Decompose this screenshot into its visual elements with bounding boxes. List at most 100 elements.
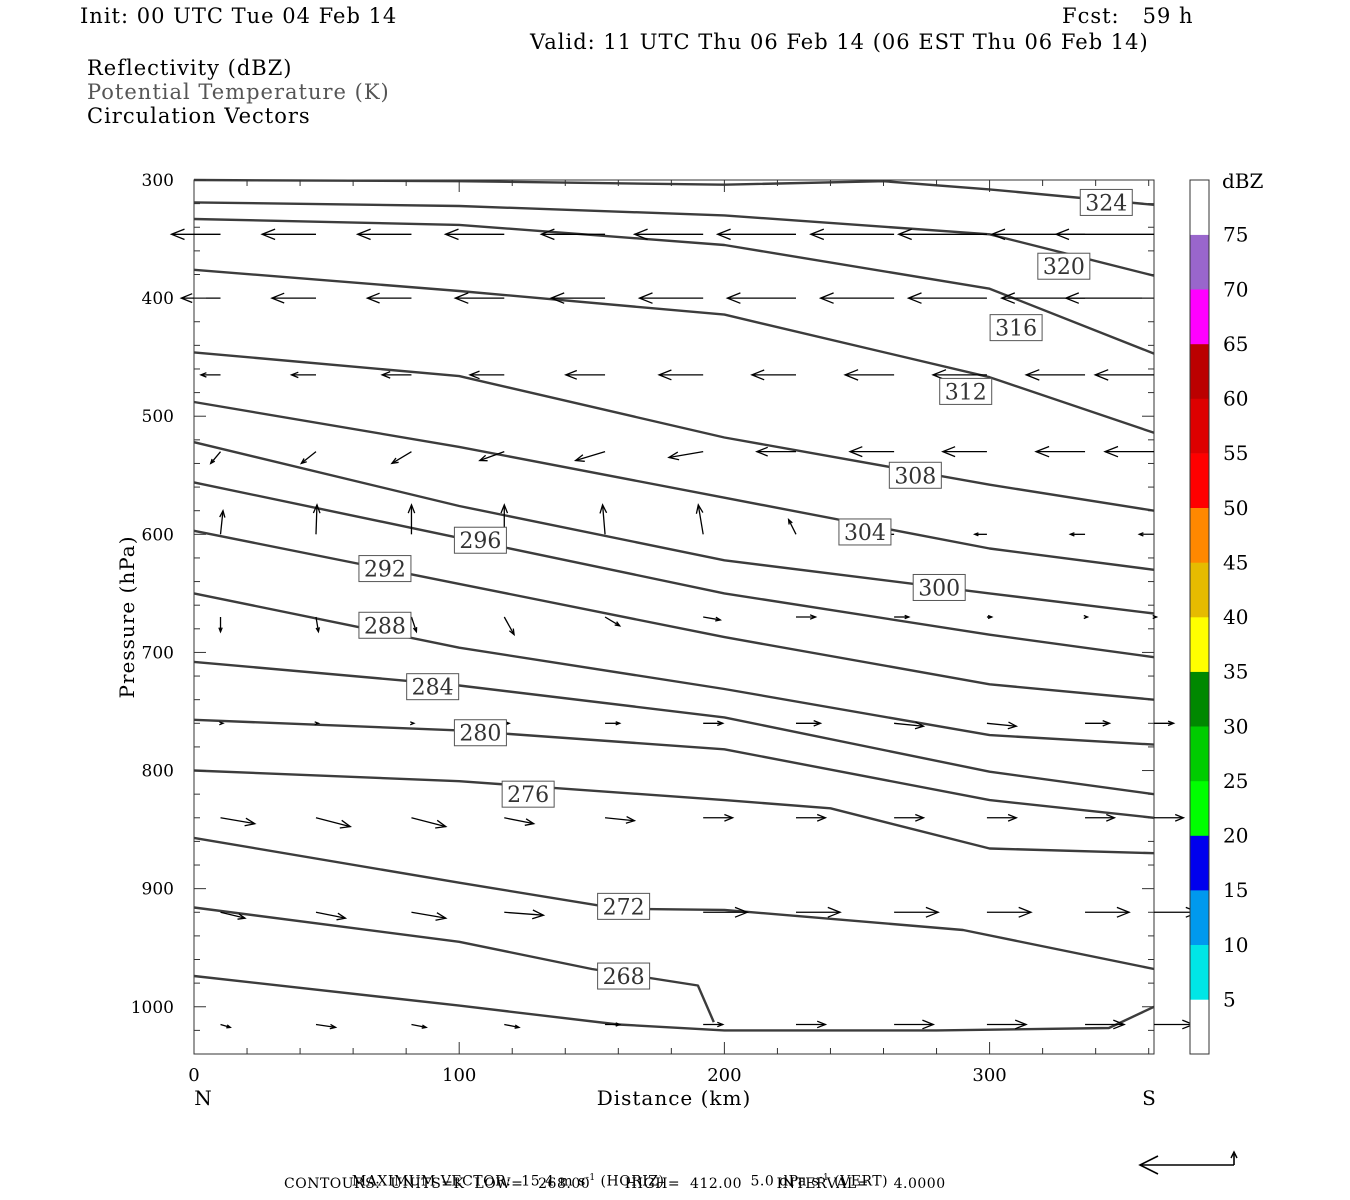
vector-920-10 [220, 911, 247, 920]
vector-670-10 [218, 617, 223, 634]
vector-670-362 [1152, 614, 1159, 620]
max-vector-vert-label: (VERT) [829, 1173, 889, 1190]
isentrope-label-292: 292 [364, 558, 406, 583]
isentrope-320 [193, 201, 1155, 277]
isentrope-label-300: 300 [918, 576, 960, 601]
vector-670-82 [410, 616, 418, 634]
vector-530-192 [667, 451, 704, 461]
vector-670-227 [795, 614, 818, 620]
vector-530-46 [299, 451, 317, 465]
colorbar-label-60: 60 [1223, 387, 1248, 411]
isentrope-280 [193, 718, 1155, 819]
colorbar-segment-5 [1190, 726, 1209, 782]
colorbar-segment-9 [1190, 507, 1209, 563]
max-vector-vert-value: 5.0 dPa s [750, 1173, 820, 1190]
colorbar-label-35: 35 [1223, 660, 1248, 684]
colorbar-label-25: 25 [1223, 769, 1248, 793]
vector-760-227 [795, 719, 823, 727]
isentrope-label-box-316 [989, 314, 1043, 342]
vector-600-10 [219, 509, 226, 535]
vector-600-155 [599, 503, 608, 535]
vector-346-46 [260, 228, 316, 241]
max-vector-note: MAXIMUM VECTOR: 15.4 m s-1 (HORIZ) 5.0 dP… [342, 1157, 888, 1190]
vector-530-264 [848, 446, 895, 458]
vector-600-299 [972, 532, 987, 537]
isentrope-label-box-292 [358, 555, 412, 583]
vector-400-299 [906, 292, 987, 304]
isentrope-284 [193, 660, 1155, 796]
vector-400-362 [1064, 292, 1154, 304]
isentrope-312 [193, 268, 1155, 434]
contour-info: CONTOURS: UNITS=K LOW= 268.00 HIGH= 412.… [284, 1176, 946, 1192]
max-vector-horiz-value: MAXIMUM VECTOR: 15.4 m s [351, 1173, 586, 1190]
isentrope-label-320: 320 [1043, 255, 1085, 280]
vector-760-46 [314, 721, 321, 726]
vector-400-82 [365, 292, 412, 304]
field-label-theta: Potential Temperature (K) [87, 80, 390, 104]
colorbar-title: dBZ [1222, 169, 1264, 193]
colorbar-label-55: 55 [1223, 441, 1248, 465]
isentrope-label-box-280 [453, 719, 507, 747]
vector-400-117 [453, 292, 505, 304]
isentrope-304 [193, 400, 1155, 571]
vector-840-336 [1085, 813, 1117, 822]
axis-ticks: 0 100 200 300 300 400 500 600 700 800 900 1000 [131, 171, 1154, 1086]
reference-vector [1138, 1150, 1238, 1175]
vector-760-155 [605, 721, 622, 726]
colorbar-label-15: 15 [1223, 878, 1248, 902]
valid-time: Valid: 11 UTC Thu 06 Feb 14 (06 EST Thu … [530, 30, 1149, 54]
vector-600-82 [407, 503, 416, 535]
vector-1015-46 [315, 1023, 338, 1030]
vector-group [169, 228, 1200, 1030]
vector-465-192 [657, 369, 704, 381]
colorbar-segment-15 [1190, 180, 1209, 235]
vector-1015-117 [504, 1023, 521, 1029]
isentrope-label-box-304 [838, 518, 892, 546]
vector-670-155 [604, 616, 622, 627]
colorbar-label-65: 65 [1223, 332, 1248, 356]
forecast-hour: Fcst: 59 h [1062, 4, 1194, 28]
y-tick-label-600: 600 [142, 525, 174, 545]
colorbar-frame [1189, 179, 1210, 1055]
colorbar-label-20: 20 [1223, 824, 1248, 848]
vector-465-336 [1024, 369, 1086, 381]
vector-840-227 [795, 813, 828, 822]
isentrope-label-box-272 [597, 892, 651, 920]
vector-840-362 [1154, 813, 1186, 822]
vector-840-117 [504, 817, 536, 826]
vector-465-155 [564, 369, 606, 380]
vector-670-117 [503, 616, 515, 637]
vector-465-362 [1093, 369, 1154, 381]
vector-530-362 [1103, 445, 1154, 458]
isentrope-label-box-300 [912, 573, 966, 601]
vector-400-46 [270, 292, 316, 304]
isentrope-label-box-284 [406, 673, 460, 701]
vector-530-155 [573, 451, 606, 462]
vector-1015-264 [894, 1019, 936, 1030]
vector-670-46 [315, 616, 321, 634]
isentrope-324 [193, 178, 1155, 206]
colorbar-segment-0 [1190, 999, 1209, 1055]
isentrope-label-280: 280 [459, 722, 501, 747]
vector-400-155 [549, 292, 606, 304]
isentrope-316 [193, 217, 1155, 355]
vector-600-192 [695, 503, 704, 535]
vector-465-264 [843, 369, 895, 381]
colorbar-segment-7 [1190, 617, 1209, 672]
vector-1015-336 [1085, 1019, 1126, 1030]
x-tick-label-300: 300 [972, 1065, 1006, 1086]
isentrope-label-324: 324 [1085, 191, 1127, 216]
vector-1015-10 [220, 1023, 232, 1029]
vector-1015-155 [605, 1022, 622, 1027]
vector-1015-299 [986, 1019, 1028, 1030]
y-tick-label-300: 300 [142, 171, 174, 191]
isentrope-label-box-320 [1037, 252, 1091, 280]
isentrope-group [193, 178, 1155, 1032]
isentrope-label-box-296 [453, 526, 507, 554]
vector-530-10 [209, 451, 222, 465]
vector-840-192 [703, 813, 735, 822]
isentrope-label-284: 284 [412, 676, 454, 701]
vector-760-264 [894, 721, 926, 730]
vector-920-46 [315, 911, 348, 921]
vector-346-299 [896, 228, 987, 241]
